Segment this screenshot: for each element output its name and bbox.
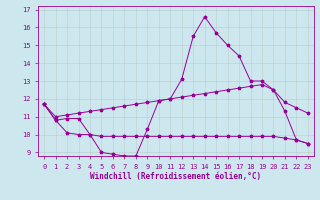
X-axis label: Windchill (Refroidissement éolien,°C): Windchill (Refroidissement éolien,°C) [91,172,261,181]
